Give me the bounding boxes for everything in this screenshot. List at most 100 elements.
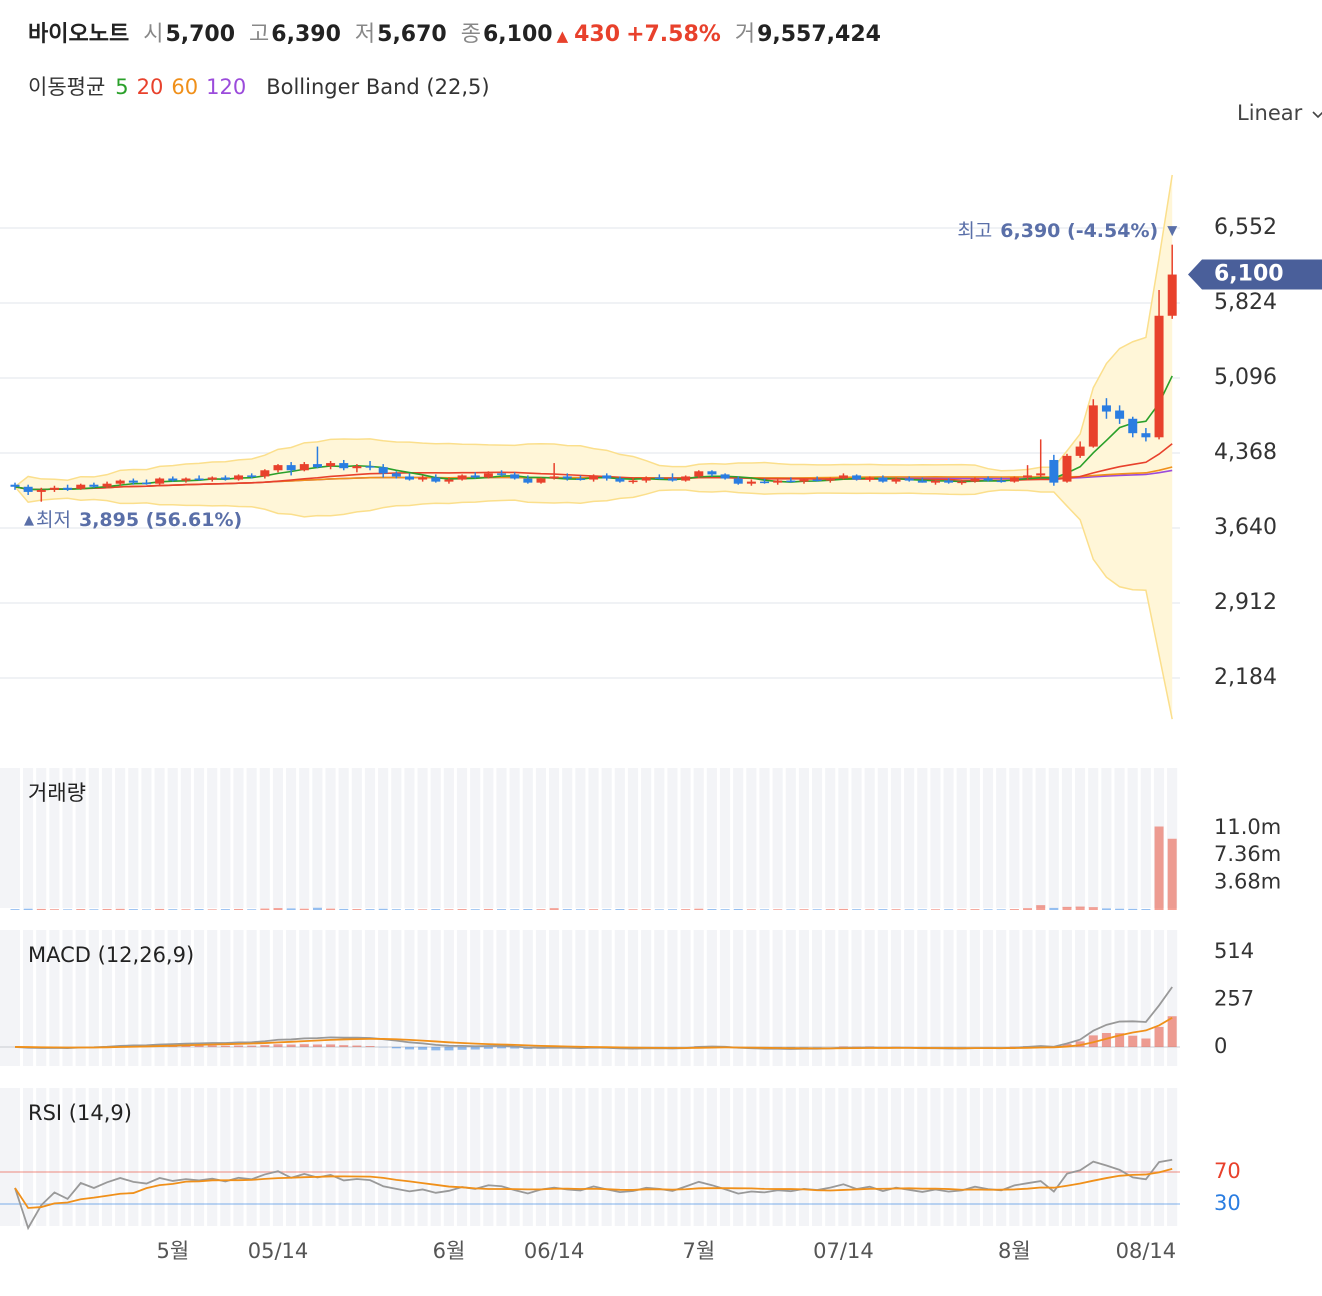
volume-bar bbox=[865, 909, 875, 910]
candle-body bbox=[786, 480, 796, 483]
macd-histogram bbox=[365, 1046, 375, 1047]
volume-bar bbox=[707, 909, 717, 910]
scale-select[interactable]: Linear bbox=[1237, 101, 1303, 125]
y-tick-label: 3,640 bbox=[1214, 515, 1277, 540]
volume-bar bbox=[497, 909, 507, 910]
candle-body bbox=[470, 475, 480, 478]
candle-body bbox=[207, 477, 217, 480]
candle-body bbox=[904, 478, 914, 481]
y-tick-label: 70 bbox=[1214, 1159, 1241, 1183]
volume-bar bbox=[681, 909, 691, 910]
volume-bar bbox=[312, 907, 322, 910]
candle-body bbox=[1075, 446, 1085, 456]
volume-bar bbox=[23, 908, 33, 910]
macd-histogram bbox=[312, 1044, 322, 1047]
volume-bar bbox=[405, 909, 414, 910]
candle-body bbox=[865, 477, 875, 480]
candle-body bbox=[418, 477, 428, 480]
volume-bar bbox=[549, 908, 559, 910]
candle-body bbox=[812, 479, 822, 482]
candle-body bbox=[1049, 459, 1059, 483]
candle-body bbox=[838, 475, 848, 479]
change: 430 bbox=[574, 22, 621, 47]
candle-body bbox=[326, 463, 336, 467]
volume-bar bbox=[194, 909, 204, 910]
volume-bar bbox=[510, 909, 520, 910]
macd-histogram bbox=[1062, 1043, 1072, 1047]
y-tick-label: 4,368 bbox=[1214, 440, 1277, 465]
macd-histogram bbox=[470, 1046, 480, 1050]
macd-histogram bbox=[1167, 1016, 1177, 1047]
volume-bar bbox=[260, 908, 270, 910]
indicator-legend: 이동평균 5 20 60 120 Bollinger Band (22,5) bbox=[28, 71, 490, 101]
macd-histogram bbox=[352, 1045, 362, 1047]
volume-bar bbox=[36, 908, 46, 910]
volume-bar bbox=[155, 908, 165, 910]
volume-bar bbox=[733, 908, 743, 910]
bollinger-upper bbox=[14, 174, 1173, 488]
volume-bar bbox=[431, 909, 441, 910]
rsi-line bbox=[14, 1158, 1173, 1231]
candle-body bbox=[760, 481, 770, 484]
volume-bar bbox=[957, 909, 967, 910]
candle-body bbox=[707, 471, 717, 475]
y-tick-label: 2,184 bbox=[1214, 665, 1277, 690]
candle-body bbox=[10, 484, 20, 487]
candle-body bbox=[1167, 274, 1177, 316]
volume-bar bbox=[1075, 906, 1085, 910]
ma-period: 5 bbox=[115, 75, 129, 99]
y-tick-label: 30 bbox=[1214, 1191, 1241, 1215]
volume-bar bbox=[812, 909, 822, 910]
panel-title: RSI (14,9) bbox=[28, 1101, 132, 1125]
candle-body bbox=[378, 467, 388, 474]
candle-body bbox=[76, 484, 86, 489]
close: 6,100 bbox=[482, 22, 553, 47]
candle-body bbox=[891, 478, 901, 482]
volume-bar bbox=[602, 909, 612, 910]
panel-title: 거래량 bbox=[28, 781, 86, 805]
candle-body bbox=[142, 482, 151, 485]
y-tick-label: 5,824 bbox=[1214, 290, 1277, 315]
candle-body bbox=[260, 470, 270, 477]
volume-bar bbox=[944, 909, 954, 910]
y-tick-label: 514 bbox=[1214, 939, 1254, 963]
candle-body bbox=[628, 480, 638, 483]
volume-bar bbox=[654, 909, 664, 910]
candle-body bbox=[168, 478, 178, 481]
volume-bar bbox=[1128, 908, 1138, 910]
bollinger-lower bbox=[14, 486, 1173, 720]
panel-title: MACD (12,26,9) bbox=[28, 943, 194, 967]
candle-body bbox=[273, 465, 283, 471]
candle-body bbox=[155, 478, 165, 484]
macd-histogram bbox=[194, 1045, 204, 1047]
candle-body bbox=[102, 483, 112, 487]
volume-label: 거 bbox=[734, 22, 756, 47]
min-annotation: ▲ 최저 3,895 (56.61%) bbox=[24, 509, 242, 531]
macd-histogram bbox=[1075, 1041, 1085, 1047]
candle-body bbox=[339, 463, 349, 469]
candle-body bbox=[668, 478, 677, 481]
volume-bar bbox=[1036, 905, 1046, 910]
macd-histogram bbox=[234, 1045, 244, 1047]
candle-body bbox=[957, 481, 967, 484]
ma-period: 60 bbox=[171, 75, 199, 99]
candle-body bbox=[391, 473, 401, 477]
macd-histogram bbox=[391, 1046, 401, 1049]
ma-period: 20 bbox=[136, 75, 164, 99]
volume-bar bbox=[326, 908, 336, 910]
volume-bar bbox=[983, 909, 993, 910]
candle-body bbox=[1036, 473, 1046, 476]
macd-signal bbox=[14, 1016, 1173, 1050]
scale-chevron[interactable] bbox=[1312, 111, 1322, 119]
price-tag bbox=[1188, 259, 1322, 290]
macd-histogram bbox=[1128, 1035, 1138, 1047]
volume-bar bbox=[299, 908, 309, 910]
candle-body bbox=[615, 478, 625, 482]
volume-bar bbox=[168, 909, 178, 910]
volume-bar bbox=[917, 909, 927, 910]
y-tick-label: 3.68m bbox=[1214, 870, 1281, 894]
macd-histogram bbox=[1141, 1038, 1151, 1047]
candle-body bbox=[602, 475, 612, 479]
volume-bar bbox=[786, 909, 796, 910]
bollinger-label: Bollinger Band (22,5) bbox=[266, 75, 490, 99]
